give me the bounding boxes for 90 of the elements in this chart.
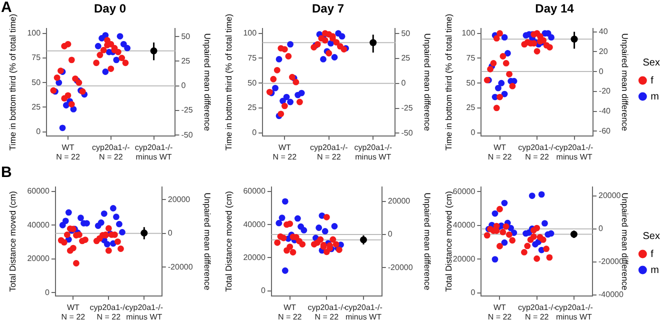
x-tick-label: cyp20a1-/- minus WT <box>344 302 383 322</box>
y-axis-title: Time in bottom third (% of total time) <box>443 14 454 150</box>
x-tick-label: cyp20a1-/- N = 22 <box>310 142 348 162</box>
chart-title: Day 14 <box>535 2 574 16</box>
x-tick-label: WT N = 22 <box>56 142 80 162</box>
y-tick-label: 75 <box>466 53 476 62</box>
y-tick-label: 100 <box>462 28 476 38</box>
x-tick-label: cyp20a1-/- N = 22 <box>518 142 556 162</box>
legend-label: m <box>650 264 660 276</box>
y-axis-title: Total Distance moved (cm) <box>7 190 18 292</box>
y2-tick-label: 25 <box>401 54 411 63</box>
y-axis-title: Time in bottom third (% of total time) <box>223 14 234 150</box>
x-tick-label: cyp20a1-/- minus WT <box>555 142 594 162</box>
x-tick-label: WT N = 22 <box>61 302 86 322</box>
y-tick-label: 75 <box>32 53 42 62</box>
y-tick-label: 40000 <box>27 220 50 230</box>
y2-tick-label: -25 <box>401 103 414 112</box>
y2-tick-label: 20000 <box>388 196 411 206</box>
legend-title: Sex <box>642 57 660 68</box>
y-tick-label: 40000 <box>243 220 266 229</box>
y2-tick-label: 0 <box>598 224 604 234</box>
y2-tick-label: 0 <box>181 81 186 90</box>
y-tick-label: 60000 <box>452 186 476 196</box>
y-axis-title: Total Distance moved (cm) <box>443 190 454 292</box>
y2-tick-label: -40 <box>598 106 612 116</box>
legend-label: m <box>650 91 660 102</box>
y2-tick-label: -25 <box>181 106 194 115</box>
x-tick-label: WT N = 22 <box>278 302 302 322</box>
y2-tick-label: 50 <box>401 28 411 38</box>
x-tick-label: cyp20a1-/- N = 22 <box>92 142 130 162</box>
y2-axis-title: Unpaired mean difference <box>422 33 433 132</box>
y-tick-label: 20000 <box>452 254 476 264</box>
y-tick-label: 20000 <box>27 254 50 264</box>
y-tick-label: 0 <box>260 286 266 296</box>
y-tick-label: 60000 <box>243 186 266 196</box>
y-tick-label: 0 <box>470 128 476 138</box>
chart-title: Day 0 <box>94 2 126 16</box>
y2-tick-label: 50 <box>181 32 191 41</box>
y2-tick-label: -50 <box>181 130 194 140</box>
y-tick-label: 100 <box>243 28 258 38</box>
x-tick-label: WT N = 22 <box>272 142 298 162</box>
x-tick-label: cyp20a1-/- N = 22 <box>308 302 346 322</box>
legend-label: f <box>650 75 654 86</box>
y-tick-label: 20000 <box>243 252 266 262</box>
y2-tick-label: 20000 <box>168 194 191 204</box>
y2-axis-title: Unpaired mean difference <box>620 33 630 132</box>
y2-tick-label: 0 <box>168 228 173 238</box>
y2-tick-label: 0 <box>388 230 393 239</box>
legend-title: Sex <box>642 230 660 242</box>
y2-tick-label: -20 <box>598 86 612 96</box>
y-tick-label: 0 <box>470 288 476 298</box>
y2-tick-label: -20000 <box>168 262 194 272</box>
x-tick-label: cyp20a1-/- N = 22 <box>518 302 556 322</box>
y2-tick-label: 20 <box>598 46 608 56</box>
y-tick-label: 0 <box>44 288 50 297</box>
x-tick-label: WT N = 22 <box>488 302 512 322</box>
y-tick-label: 25 <box>32 102 42 112</box>
x-tick-label: cyp20a1-/- minus WT <box>134 142 174 162</box>
text: B <box>1 164 12 181</box>
y-tick-label: 50 <box>466 78 476 88</box>
y-tick-label: 100 <box>27 28 42 38</box>
y2-axis-title: Unpaired mean difference <box>202 33 213 132</box>
y-tick-label: 50 <box>32 78 42 87</box>
y-tick-label: 25 <box>466 103 476 112</box>
y-tick-label: 40000 <box>452 220 476 230</box>
y-tick-label: 50 <box>248 78 258 88</box>
y2-tick-label: -60 <box>598 126 612 136</box>
y-axis-title: Time in bottom third (% of total time) <box>7 14 18 150</box>
y-tick-label: 0 <box>252 128 258 138</box>
y2-tick-label: 0 <box>598 66 604 76</box>
chart-title: Day 7 <box>312 2 344 16</box>
y-tick-label: 0 <box>36 127 42 136</box>
y2-tick-label: -40000 <box>598 290 624 300</box>
y2-tick-label: -20000 <box>388 262 414 272</box>
legend-label: f <box>650 248 654 260</box>
y-tick-label: 75 <box>248 53 258 62</box>
y2-tick-label: 40 <box>598 26 608 36</box>
x-tick-label: WT N = 22 <box>488 142 512 162</box>
y2-tick-label: -50 <box>401 128 414 138</box>
y2-axis-title: Unpaired mean difference <box>202 192 213 290</box>
y-tick-label: 25 <box>248 103 258 112</box>
y2-tick-label: 0 <box>401 78 406 88</box>
text: A <box>1 0 12 16</box>
y-tick-label: 60000 <box>27 186 50 196</box>
y2-tick-label: 20000 <box>598 191 622 200</box>
y2-axis-title: Unpaired mean difference <box>422 192 433 290</box>
y-axis-title: Total Distance moved (cm) <box>223 190 234 292</box>
y2-tick-label: 25 <box>181 56 191 66</box>
x-tick-label: cyp20a1-/- minus WT <box>354 142 392 162</box>
x-tick-label: cyp20a1-/- minus WT <box>555 302 594 322</box>
